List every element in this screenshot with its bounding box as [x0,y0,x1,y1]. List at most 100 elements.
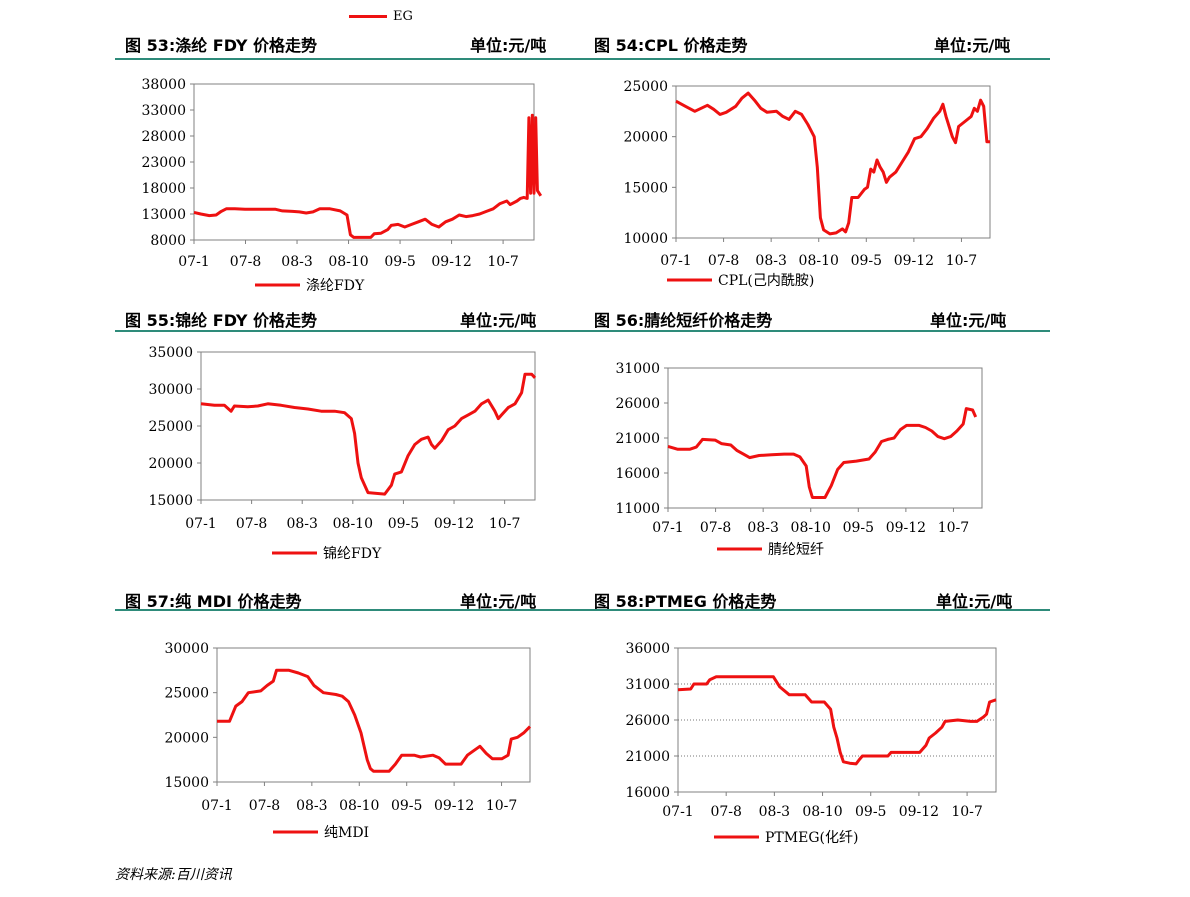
legend-label: 锦纶FDY [323,545,382,562]
plot-area [667,367,983,509]
legend-label: 腈纶短纤 [768,542,824,558]
legend-label: 涤纶FDY [306,278,365,294]
x-tick-label-07-1: 07-1 [201,798,232,814]
x-tick-label-08-3: 08-3 [281,254,312,270]
chart-55-nylon-fdy: 15000 20000 25000 30000 35000 07-1 07-8 08-3 08-… [148,345,537,562]
chart-56-unit: 单位:元/吨 [930,311,1007,330]
x-tick-label-09-12: 09-12 [431,254,471,270]
y-tick-label-23000: 23000 [141,155,186,171]
x-tick-label-07-1: 07-1 [660,253,691,269]
chart-58-title: 图 58:PTMEG 价格走势 [594,592,777,611]
legend-label: CPL(己内酰胺) [718,273,814,289]
source-note: 资料来源:百川资讯 [115,867,232,883]
y-tick-label-20000: 20000 [148,456,193,472]
y-tick-label-20000: 20000 [623,130,668,146]
x-tick-label-08-3: 08-3 [286,516,317,532]
x-tick-label-07-8: 07-8 [230,254,261,270]
y-tick-label-21000: 21000 [615,431,660,447]
x-tick-label-09-5: 09-5 [388,516,419,532]
x-tick-label-09-12: 09-12 [894,253,934,269]
x-tick-label-09-12: 09-12 [434,798,474,814]
y-tick-label-13000: 13000 [141,207,186,223]
chart-57-unit: 单位:元/吨 [460,592,537,611]
x-tick-label-08-10: 08-10 [799,253,839,269]
x-tick-label-08-10: 08-10 [339,798,379,814]
x-tick-label-10-7: 10-7 [938,520,969,536]
y-tick-label-30000: 30000 [148,382,193,398]
x-tick-label-08-10: 08-10 [802,804,842,820]
y-tick-label-15000: 15000 [623,180,668,196]
chart-53-title: 图 53:涤纶 FDY 价格走势 [125,36,318,55]
x-tick-label-08-3: 08-3 [296,798,327,814]
x-tick-label-07-8: 07-8 [236,516,267,532]
x-tick-label-09-12: 09-12 [899,804,939,820]
y-tick-label-28000: 28000 [141,129,186,145]
top-legend-line [349,15,387,18]
y-tick-label-26000: 26000 [625,713,670,729]
y-tick-label-30000: 30000 [164,641,209,657]
y-tick-label-16000: 16000 [615,466,660,482]
x-tick-label-08-10: 08-10 [328,254,368,270]
series-line-0 [675,91,990,236]
plot-area [193,83,535,241]
chart-55-unit: 单位:元/吨 [460,311,537,330]
y-tick-label-11000: 11000 [615,501,660,517]
y-tick-label-31000: 31000 [615,361,660,377]
chart-54-title: 图 54:CPL 价格走势 [594,36,748,55]
x-tick-label-10-7: 10-7 [489,516,520,532]
y-tick-label-25000: 25000 [148,419,193,435]
x-tick-label-10-7: 10-7 [487,254,518,270]
legend-label: PTMEG(化纤) [765,830,858,846]
chart-58-unit: 单位:元/吨 [936,592,1013,611]
y-tick-label-26000: 26000 [615,396,660,412]
x-tick-label-08-3: 08-3 [759,804,790,820]
x-tick-label-09-5: 09-5 [851,253,882,269]
series-line-0 [217,668,532,773]
series-line-0 [677,675,997,766]
x-tick-label-08-3: 08-3 [747,520,778,536]
series-line-0 [667,407,978,499]
y-tick-label-31000: 31000 [625,677,670,693]
series-line-0 [200,372,537,496]
x-tick-label-07-1: 07-1 [178,254,209,270]
chart-56-title: 图 56:腈纶短纤价格走势 [594,311,773,330]
y-tick-label-25000: 25000 [164,686,209,702]
y-tick-label-18000: 18000 [141,181,186,197]
divider-row-1 [115,58,1050,60]
divider-row-2 [115,330,1050,332]
chart-53-fdy: 8000 13000 18000 23000 28000 33000 38000 07-1 07… [141,77,543,294]
x-tick-label-08-3: 08-3 [755,253,786,269]
chart-54-unit: 单位:元/吨 [934,36,1011,55]
y-tick-label-36000: 36000 [625,641,670,657]
x-tick-label-07-1: 07-1 [652,520,683,536]
x-tick-label-07-8: 07-8 [700,520,731,536]
chart-55-title: 图 55:锦纶 FDY 价格走势 [125,311,318,330]
x-tick-label-09-5: 09-5 [391,798,422,814]
x-tick-label-10-7: 10-7 [486,798,517,814]
x-tick-label-07-1: 07-1 [185,516,216,532]
x-tick-label-10-7: 10-7 [946,253,977,269]
x-tick-label-07-8: 07-8 [249,798,280,814]
x-tick-label-09-12: 09-12 [886,520,926,536]
chart-54-cpl: 10000 15000 20000 25000 07-1 07-8 08-3 08-10 09-… [623,79,991,289]
chart-57-title: 图 57:纯 MDI 价格走势 [125,592,302,611]
x-tick-label-08-10: 08-10 [791,520,831,536]
x-tick-label-07-1: 07-1 [662,804,693,820]
plot-area [216,647,531,783]
y-tick-label-35000: 35000 [148,345,193,361]
x-tick-label-09-5: 09-5 [855,804,886,820]
y-tick-label-25000: 25000 [623,79,668,95]
y-tick-label-21000: 21000 [625,749,670,765]
x-tick-label-09-5: 09-5 [384,254,415,270]
chart-57-mdi: 15000 20000 25000 30000 07-1 07-8 08-3 08-10 09-… [164,641,532,841]
y-tick-label-8000: 8000 [150,233,186,249]
chart-56-acrylic: 11000 16000 21000 26000 31000 07-1 07-8 08-3 08-… [615,361,983,558]
top-legend-label: EG [393,9,413,24]
series-line-0 [193,113,543,239]
x-tick-label-07-8: 07-8 [710,804,741,820]
x-tick-label-09-5: 09-5 [843,520,874,536]
y-tick-label-16000: 16000 [625,785,670,801]
y-tick-label-10000: 10000 [623,231,668,247]
divider-row-3 [115,609,1050,611]
y-tick-label-15000: 15000 [164,775,209,791]
